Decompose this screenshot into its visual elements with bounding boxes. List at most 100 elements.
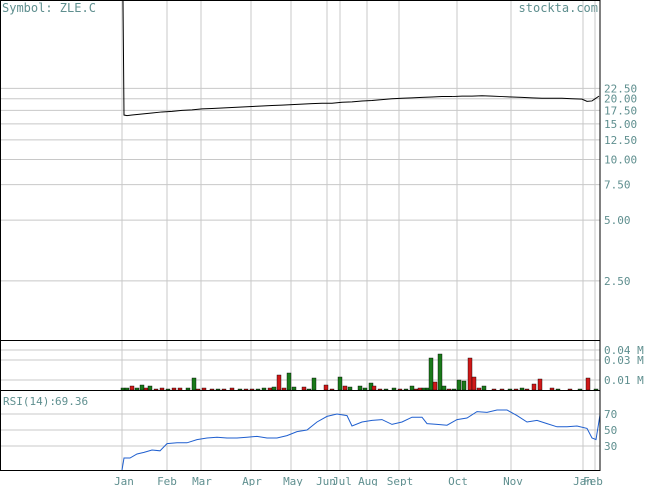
volume-bar [567,388,573,391]
volume-bar [409,385,415,391]
volume-bar [421,387,427,391]
volume-bar [255,388,261,391]
volume-bar [191,377,197,391]
volume-bar [391,387,397,391]
volume-bar [428,357,434,391]
symbol-label: Symbol: ZLE.C [2,1,96,15]
month-tick-label: Apr [242,475,262,486]
month-tick-label: Jan [114,475,134,486]
month-tick-label: Sept [387,475,414,486]
volume-bar [362,387,368,391]
volume-bar [441,385,447,391]
grid-lines [0,0,600,470]
volume-bar [481,385,487,391]
volume-bar [201,387,207,391]
volume-bar [286,372,292,391]
volume-bar [451,388,457,391]
month-tick-label: Jan [573,475,593,486]
volume-bar [134,387,140,391]
volume-bar [531,383,537,391]
volume-bar [261,387,267,391]
rsi-series-line [121,409,601,471]
volume-bar [209,388,215,391]
volume-bar [329,388,335,391]
volume-bar [593,388,599,391]
volume-bar [417,387,423,391]
price-series-line [122,0,600,117]
volume-bar [195,388,201,391]
volume-bar [129,385,135,391]
volume-bar [371,385,377,391]
volume-bar [124,387,130,391]
volume-bar [306,388,312,391]
price-tick-label: 7.50 [604,179,631,192]
volume-bar [577,388,583,391]
volume-bar [229,387,235,391]
volume-bar [139,384,145,391]
volume-bar [585,377,591,391]
volume-bar [291,386,297,391]
volume-bar [243,388,249,391]
volume-bar [467,357,473,391]
rsi-tick-label: 30 [604,440,617,453]
volume-bar [153,388,159,391]
volume-bar [311,377,317,391]
volume-bar [461,380,467,391]
volume-bar [143,387,149,391]
month-tick-label: Aug [358,475,378,486]
month-tick-label: Feb [583,475,603,486]
volume-bar [276,374,282,391]
volume-bar [165,388,171,391]
volume-bar [249,388,255,391]
volume-bar [383,388,389,391]
month-tick-label: Nov [503,475,523,486]
volume-bar [403,388,409,391]
volume-bar [347,386,353,391]
volume-bar [476,387,482,391]
price-tick-label: 5.00 [604,214,631,227]
volume-bar [301,386,307,391]
month-tick-label: Mar [192,475,212,486]
volume-bar [397,388,403,391]
volume-bar [519,387,525,391]
month-tick-label: Feb [157,475,177,486]
price-tick-label: 20.00 [604,93,637,106]
price-tick-label: 15.00 [604,118,637,131]
volume-bar [221,388,227,391]
volume-bar [357,385,363,391]
volume-bar [437,353,443,391]
volume-tick-label: 0.01 M [604,374,644,387]
volume-bar [555,388,561,391]
rsi-panel: RSI(14): 69.36 [3,395,601,471]
month-tick-label: Jun [316,475,336,486]
volume-bar [215,388,221,391]
rsi-label: RSI(14): [3,395,56,408]
volume-bar [537,378,543,391]
volume-bar [159,387,165,391]
volume-bar [342,385,348,391]
panel-frames [0,0,601,471]
rsi-tick-label: 50 [604,424,617,437]
volume-bar [377,388,383,391]
month-tick-label: Oct [448,475,468,486]
brand-label: stockta.com [519,1,598,15]
volume-bar [171,387,177,391]
volume-bar [120,387,126,391]
price-tick-label: 17.50 [604,104,637,117]
volume-bar [507,388,513,391]
price-tick-label: 12.50 [604,134,637,147]
volume-bar [491,388,497,391]
volume-bar [432,381,438,391]
volume-bar [513,388,519,391]
volume-bar [471,376,477,391]
volume-bar [446,388,452,391]
volume-tick-label: 0.04 M [604,344,644,357]
price-tick-label: 22.50 [604,82,637,95]
volume-bar [456,379,462,391]
volume-bar [323,384,329,391]
panel-border [0,390,601,471]
price-panel [122,0,600,117]
volume-bar [337,376,343,391]
